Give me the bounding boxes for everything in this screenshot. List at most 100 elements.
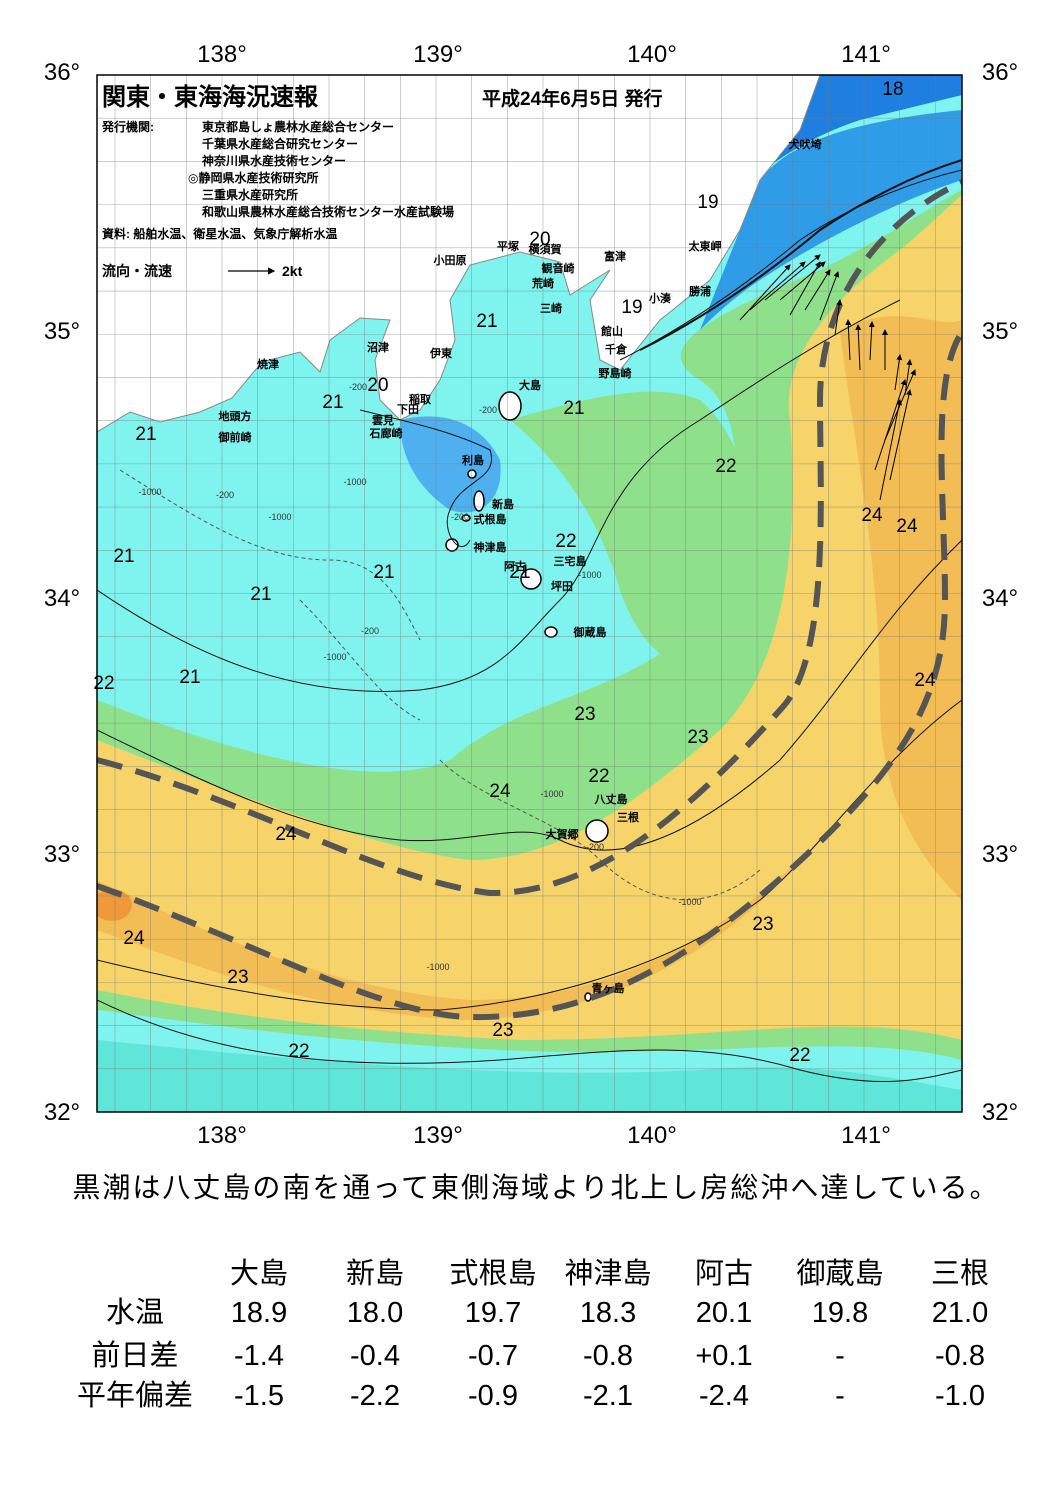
publisher: ◎静岡県水産技術研究所 [188, 170, 318, 185]
depth-label: -200 [361, 626, 379, 636]
isotherm-label: 24 [861, 505, 883, 526]
lat-label: 33° [44, 841, 80, 868]
depth-label: -1000 [426, 962, 449, 972]
place-name: 勝浦 [689, 284, 711, 298]
place-name: 館山 [600, 324, 623, 338]
table-cell: - [835, 1340, 845, 1372]
table-cell: -1.4 [234, 1340, 284, 1372]
place-name: 野島崎 [599, 366, 632, 380]
row-label: 水温 [106, 1296, 164, 1329]
table-cell: - [835, 1380, 845, 1412]
isotherm-label: 20 [529, 229, 550, 250]
current-arrow [804, 269, 831, 311]
lon-label: 138° [197, 41, 247, 68]
lon-label: 140° [627, 1122, 677, 1149]
map-frame [96, 74, 963, 1113]
depth-label: -200 [586, 842, 604, 852]
lat-label: 32° [44, 1099, 80, 1126]
current-arrow [789, 261, 821, 316]
isotherm-label: 21 [476, 311, 497, 332]
lon-label: 141° [841, 41, 891, 68]
current-arrow [884, 369, 916, 441]
current-arrow [739, 264, 791, 321]
place-name: 下田 [397, 403, 419, 416]
place-name: 神津島 [474, 540, 507, 554]
lon-label: 139° [413, 41, 463, 68]
current-arrow [764, 254, 821, 301]
place-name: 大賀郷 [546, 827, 579, 841]
place-name: 富津 [604, 249, 626, 263]
isotherm-label: 22 [93, 673, 114, 694]
table-header: 新島 [346, 1257, 404, 1290]
depth-label: -1000 [323, 652, 346, 662]
table-cell: -0.8 [935, 1340, 985, 1372]
place-name: 式根島 [474, 512, 507, 526]
source: 資料: 船舶水温、衛星水温、気象庁解析水温 [102, 226, 337, 241]
depth-label: -1000 [138, 487, 161, 497]
table-header: 式根島 [449, 1257, 536, 1290]
depth-label: -1000 [678, 897, 701, 907]
table-cell: -2.1 [583, 1380, 633, 1412]
lat-label: 34° [982, 585, 1018, 612]
depth-label: -200 [451, 512, 469, 522]
isotherm-label: 21 [322, 392, 343, 413]
isotherm-label: 21 [509, 562, 530, 583]
table-cell: -0.9 [468, 1380, 518, 1412]
issue-date: 平成24年6月5日 発行 [482, 87, 663, 110]
depth-label: -200 [216, 490, 234, 500]
place-name: 阿古 [504, 559, 526, 573]
isotherm-label: 24 [896, 516, 918, 537]
place-name: 焼津 [257, 357, 279, 371]
title: 関東・東海海況速報 [102, 83, 319, 111]
isotherm-label: 20 [367, 375, 388, 396]
publisher: 千葉県水産総合研究センター [202, 136, 358, 151]
place-name: 荒崎 [531, 276, 554, 290]
isotherm-label: 22 [588, 766, 609, 787]
current-arrow [819, 271, 840, 321]
isotherm-label: 23 [492, 1020, 513, 1041]
isotherm-label: 21 [113, 546, 134, 567]
current-arrow [834, 299, 843, 336]
lon-label: 141° [841, 1122, 891, 1149]
current-arrow [894, 354, 903, 391]
table-cell: 19.7 [465, 1297, 521, 1329]
depth-label: -1000 [578, 570, 601, 580]
place-name: 三宅島 [554, 554, 587, 568]
current-arrow [868, 321, 875, 361]
isotherm-label: 21 [179, 667, 200, 688]
current-arrow [749, 261, 806, 311]
place-name: 御前崎 [218, 430, 252, 444]
table-header: 大島 [230, 1257, 288, 1290]
row-label: 前日差 [91, 1339, 178, 1372]
table-cell: 18.9 [231, 1297, 287, 1329]
table-cell: -2.4 [699, 1380, 749, 1412]
isotherm-label: 18 [882, 79, 903, 100]
lat-label: 36° [44, 59, 80, 86]
isotherm-label: 21 [373, 562, 394, 583]
depth-label: -1000 [540, 789, 563, 799]
publisher: 三重県水産研究所 [202, 187, 298, 202]
isotherm-label: 19 [621, 297, 642, 318]
depth-label: -200 [349, 382, 367, 392]
place-name: 三崎 [540, 301, 562, 315]
place-name: 平塚 [497, 239, 519, 253]
isotherm-label: 23 [687, 727, 708, 748]
publisher: 神奈川県水産技術センター [202, 153, 346, 168]
table-cell: 21.0 [932, 1297, 988, 1329]
place-name: 御蔵島 [573, 625, 607, 639]
isotherm-label: 21 [135, 424, 156, 445]
table-cell: -0.4 [350, 1340, 400, 1372]
isotherm-label: 21 [563, 398, 584, 419]
place-name: 坪田 [551, 580, 573, 593]
place-name: 犬吠埼 [789, 137, 822, 151]
table-cell: -2.2 [350, 1380, 400, 1412]
isotherm-label: 24 [275, 824, 297, 845]
depth-label: -1000 [343, 477, 366, 487]
place-name: 伊東 [429, 346, 453, 360]
table-cell: -1.0 [935, 1380, 985, 1412]
place-name: 雲見 [372, 414, 394, 427]
legend-scale: 2kt [282, 263, 303, 279]
table-cell: -0.8 [583, 1340, 633, 1372]
place-name: 青ヶ島 [592, 981, 625, 995]
table-cell: -0.7 [468, 1340, 518, 1372]
